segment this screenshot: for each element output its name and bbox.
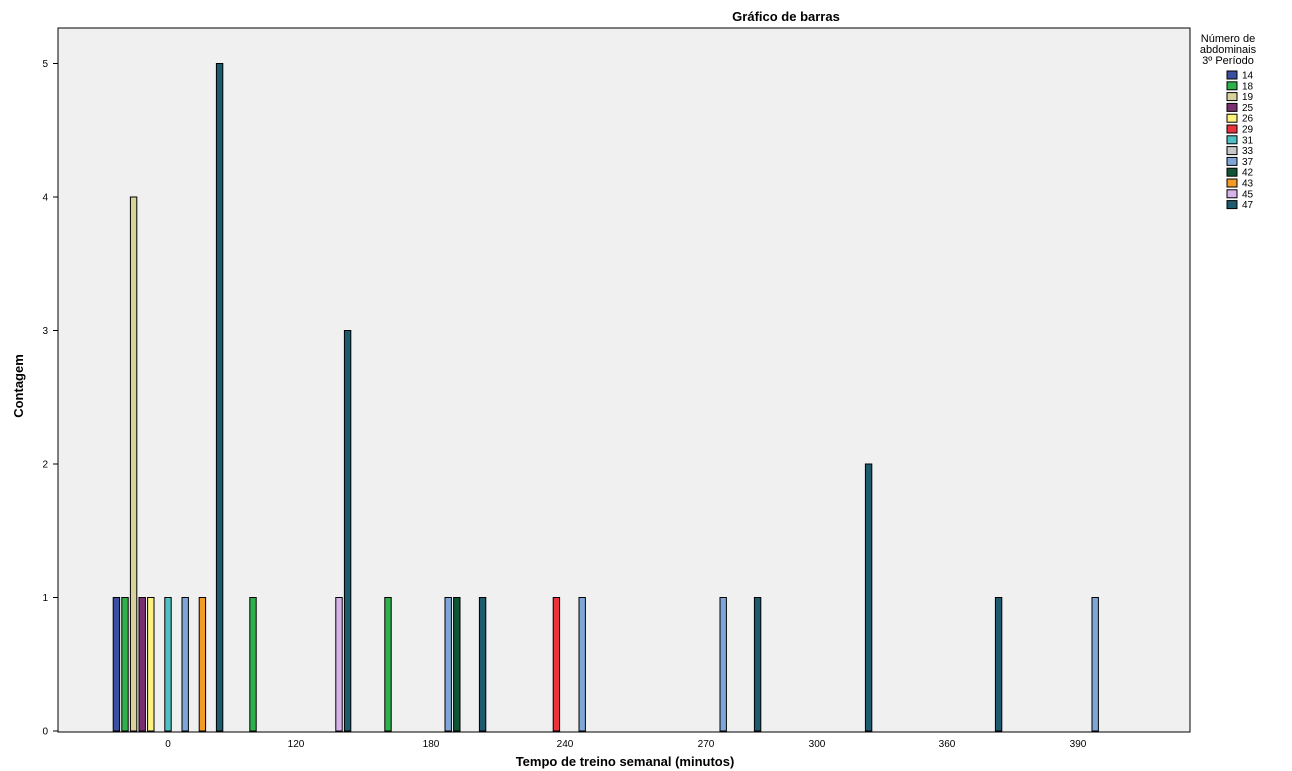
legend-swatch-47: [1226, 200, 1238, 210]
y-tick-label: 2: [42, 460, 48, 471]
legend-swatch-25: [1226, 102, 1238, 112]
bar-37-180: [444, 597, 452, 732]
legend-swatch-45: [1226, 189, 1238, 199]
bar-29-240: [552, 597, 561, 732]
y-tick-label: 5: [42, 59, 48, 70]
y-axis-label: Contagem: [11, 354, 26, 418]
x-tick-label: 120: [288, 739, 305, 750]
legend-title-line-3: 3º Período: [1202, 55, 1254, 67]
legend-title-line-2: abdominais: [1200, 44, 1257, 56]
bar-37-0: [181, 597, 189, 732]
legend-label-31: 31: [1242, 135, 1254, 146]
bar-37-390: [1091, 597, 1099, 732]
y-tick-label: 1: [42, 593, 48, 604]
legend: Número de abdominais 3º Período 14181925…: [1200, 33, 1257, 211]
bar-37-270: [719, 597, 727, 732]
legend-title-line-1: Número de: [1201, 33, 1255, 45]
y-tick-label: 3: [42, 326, 48, 337]
bar-14-0: [112, 597, 121, 732]
y-tick-label: 0: [42, 727, 48, 738]
bar-47-0: [215, 63, 224, 732]
bar-47-120: [343, 330, 352, 732]
x-tick-label: 300: [809, 739, 826, 750]
bar-47-360: [994, 597, 1003, 732]
legend-label-18: 18: [1242, 81, 1254, 92]
legend-label-19: 19: [1242, 92, 1254, 103]
legend-swatch-37: [1226, 156, 1238, 166]
bar-31-0: [164, 597, 172, 732]
legend-label-14: 14: [1242, 71, 1254, 82]
bar-26-0: [147, 597, 155, 732]
legend-swatch-19: [1226, 92, 1238, 102]
y-tick-label: 4: [42, 193, 48, 204]
bar-45-120: [335, 597, 343, 732]
bar-47-180: [478, 597, 487, 732]
bar-42-180: [453, 597, 461, 732]
legend-swatch-33: [1226, 146, 1238, 156]
x-axis-label: Tempo de treino semanal (minutos): [516, 754, 735, 769]
bar-19-0: [129, 196, 138, 732]
legend-swatch-18: [1226, 81, 1238, 91]
x-axis-ticks: 0 120 180 240 270 300 360 390: [165, 739, 1087, 750]
chart-title: Gráfico de barras: [732, 9, 840, 24]
bar-18-120: [249, 597, 257, 732]
legend-label-37: 37: [1242, 157, 1254, 168]
legend-label-29: 29: [1242, 125, 1254, 136]
legend-label-42: 42: [1242, 168, 1254, 179]
plot-area: [57, 27, 1191, 733]
legend-swatch-29: [1226, 124, 1238, 134]
bar-47-270: [753, 597, 762, 732]
x-tick-label: 390: [1070, 739, 1087, 750]
legend-swatch-31: [1226, 135, 1238, 145]
legend-swatch-26: [1226, 113, 1238, 123]
x-tick-label: 360: [939, 739, 956, 750]
bars-group: [112, 63, 1099, 732]
x-tick-label: 0: [165, 739, 171, 750]
bar-37-240: [578, 597, 586, 732]
x-tick-label: 270: [698, 739, 715, 750]
legend-label-45: 45: [1242, 189, 1254, 200]
x-tick-label: 180: [423, 739, 440, 750]
legend-swatch-42: [1226, 167, 1238, 177]
bar-18-180: [384, 597, 392, 732]
legend-label-25: 25: [1242, 103, 1254, 114]
legend-label-33: 33: [1242, 146, 1254, 157]
bar-43-0: [198, 597, 207, 732]
x-tick-label: 240: [557, 739, 574, 750]
y-axis-ticks: 0 1 2 3 4 5: [42, 59, 58, 738]
legend-swatch-43: [1226, 178, 1238, 188]
legend-label-43: 43: [1242, 179, 1254, 190]
legend-label-26: 26: [1242, 114, 1254, 125]
bar-18-0: [121, 597, 129, 732]
bar-47-300: [864, 463, 873, 732]
legend-label-47: 47: [1242, 200, 1254, 211]
bar-25-0: [138, 597, 146, 732]
legend-swatch-14: [1226, 70, 1238, 80]
